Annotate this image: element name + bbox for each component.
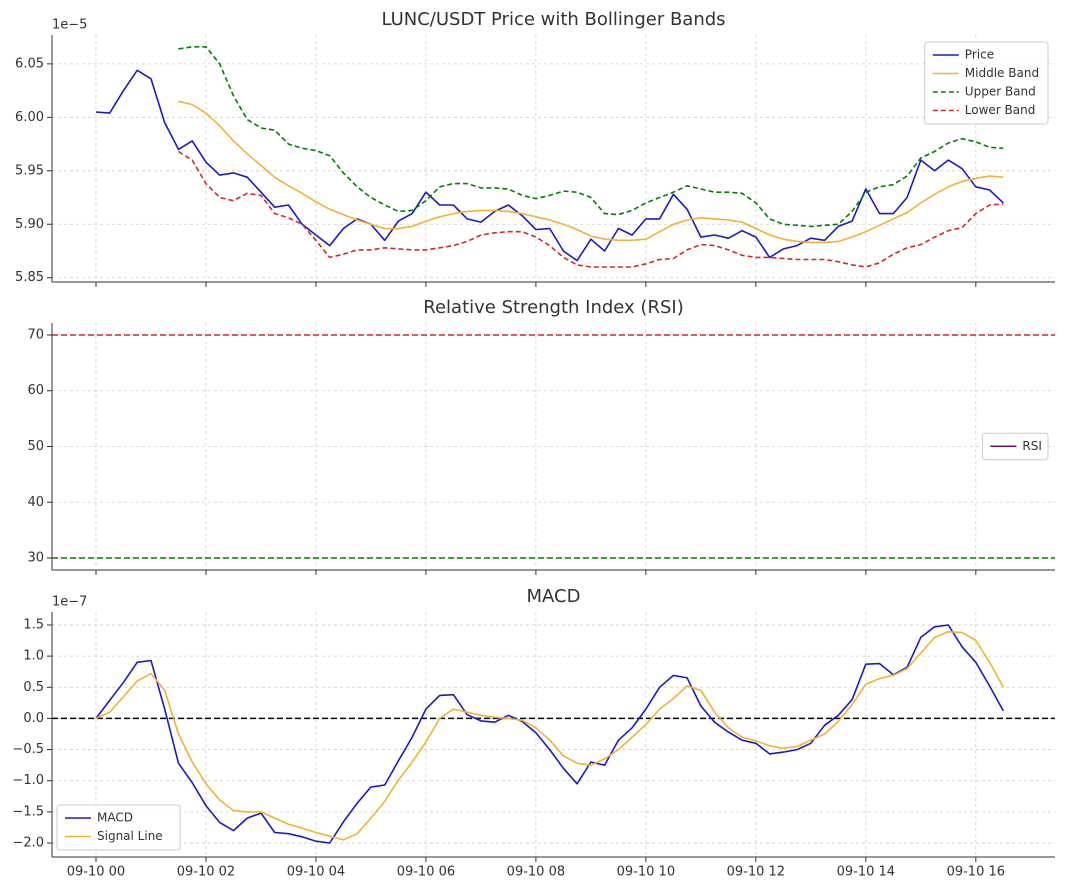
legend-box [924,41,1049,125]
y-tick-label: 6.05 [15,56,44,71]
panel: 09-10 00 09-10 02 09-10 04 09-10 06 09-10 08… [12,586,1055,880]
y-tick-label: −1.5 [12,804,44,819]
y-tick-label: 5.85 [15,270,44,285]
legend-box [56,804,181,851]
y-tick-label: 1.5 [23,617,44,632]
x-tick-label: 09-10 08 [507,865,565,880]
legend-label: Lower Band [965,103,1036,117]
legend: RSI [981,432,1049,461]
x-tick-label: 09-10 04 [287,865,345,880]
legend-label: Middle Band [965,66,1039,80]
x-tick-label: 09-10 12 [727,865,785,880]
panel: 5.85 5.90 5.95 6.00 6.05 LUNC/USDT Price with… [15,9,1055,287]
x-tick-label: 09-10 02 [177,865,235,880]
y-tick-label: 60 [27,383,44,398]
panel: 30 40 50 60 70 Relative Strength Index (RSI) R… [27,297,1055,575]
x-tick-label: 09-10 00 [67,865,125,880]
panel-title: Relative Strength Index (RSI) [423,297,683,318]
y-tick-label: 6.00 [15,110,44,125]
y-tick-label: −0.5 [12,742,44,757]
series-line [95,69,1004,262]
x-tick-label: 09-10 14 [837,865,895,880]
y-tick-label: 0.5 [23,680,44,695]
legend: MACD Signal Line [56,804,181,851]
series-line [95,624,1005,844]
legend-label: RSI [1022,439,1042,453]
y-tick-label: 5.90 [15,217,44,232]
y-tick-label: 50 [27,439,44,454]
y-tick-label: 30 [27,551,44,566]
legend: Price Middle Band Upper Band Lower Band [924,41,1049,125]
series-line [178,100,1004,244]
legend-label: Signal Line [97,829,163,843]
y-tick-label: 0.0 [23,711,44,726]
x-tick-label: 09-10 16 [947,865,1005,880]
y-tick-label: 1.0 [23,649,44,664]
y-tick-label: 70 [27,327,44,342]
y-tick-label: 40 [27,495,44,510]
x-tick-label: 09-10 06 [397,865,455,880]
panel-title: LUNC/USDT Price with Bollinger Bands [381,9,725,30]
legend-label: Price [965,48,994,62]
y-tick-label: 5.95 [15,163,44,178]
legend-label: MACD [97,811,133,825]
offset-label: 1e−7 [52,595,87,610]
series-line [95,631,1005,841]
legend-label: Upper Band [965,85,1036,99]
x-tick-label: 09-10 10 [617,865,675,880]
y-tick-label: −2.0 [12,836,44,851]
series-line [178,46,1004,228]
panel-title: MACD [527,586,581,607]
y-tick-label: −1.0 [12,773,44,788]
series-line [178,150,1004,268]
offset-label: 1e−5 [52,18,87,33]
